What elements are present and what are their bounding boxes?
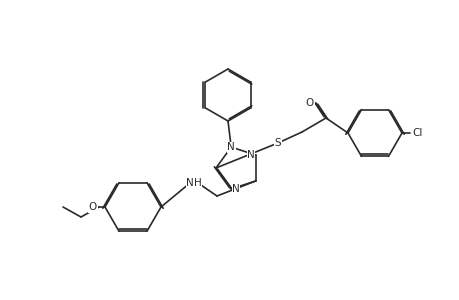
Text: Cl: Cl <box>411 128 421 138</box>
Text: O: O <box>89 202 97 212</box>
Text: N: N <box>227 142 235 152</box>
Text: N: N <box>232 184 240 194</box>
Text: O: O <box>305 98 313 108</box>
Text: N: N <box>246 150 254 160</box>
Text: N: N <box>186 178 193 188</box>
Text: H: H <box>194 178 202 188</box>
Text: S: S <box>274 138 281 148</box>
